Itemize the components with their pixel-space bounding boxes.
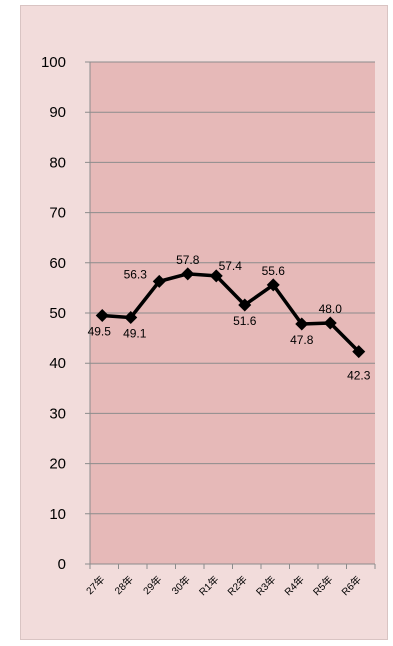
x-tick-label: R5年 [310, 573, 335, 598]
data-label: 51.6 [233, 314, 257, 328]
x-tick-label: R6年 [339, 573, 364, 598]
data-point-marker [323, 316, 337, 330]
data-point-marker [152, 274, 166, 288]
data-point-marker [266, 278, 280, 292]
y-tick-label: 60 [49, 255, 66, 272]
y-tick-label: 50 [49, 305, 66, 322]
data-label: 47.8 [290, 333, 314, 347]
data-label: 42.3 [347, 369, 371, 383]
x-tick-label: 27年 [83, 573, 107, 597]
data-markers [95, 267, 366, 359]
y-tick-label: 40 [49, 355, 66, 372]
data-label: 49.1 [123, 327, 147, 341]
x-tick-label: R2年 [225, 573, 250, 598]
data-point-marker [124, 311, 138, 325]
y-tick-label: 10 [49, 506, 66, 523]
data-point-marker [95, 309, 109, 323]
y-tick-label: 20 [49, 456, 66, 473]
data-point-marker [352, 345, 366, 359]
x-tick-label: R4年 [282, 573, 307, 598]
y-tick-label: 90 [49, 104, 66, 121]
x-tick-label: 30年 [169, 573, 193, 597]
y-tick-label: 0 [58, 556, 66, 573]
y-axis-ticks: 0 10 20 30 40 50 60 70 80 90 100 [41, 54, 66, 573]
data-point-marker [295, 317, 309, 331]
x-axis-ticks: 27年 28年 29年 30年 R1年 R2年 R3年 R4年 R5年 R6年 [83, 573, 364, 598]
data-point-marker [209, 269, 223, 283]
y-tick-label: 100 [41, 54, 66, 71]
data-label: 49.5 [88, 325, 112, 339]
data-label: 55.6 [262, 264, 286, 278]
x-tick-label: 28年 [112, 573, 136, 597]
data-label: 56.3 [124, 267, 148, 281]
y-tick-label: 70 [49, 205, 66, 222]
data-labels: 49.5 49.1 56.3 57.8 57.4 51.6 55.6 47.8 48.0 42.3 [88, 253, 371, 383]
x-tick-label: R1年 [196, 573, 221, 598]
data-point-marker [181, 267, 195, 281]
x-tick-label: 29年 [140, 573, 164, 597]
data-label: 57.4 [219, 259, 243, 273]
y-tick-label: 30 [49, 405, 66, 422]
y-tick-label: 80 [49, 154, 66, 171]
data-point-marker [238, 298, 252, 312]
x-tick-label: R3年 [253, 573, 278, 598]
series-line [102, 272, 360, 353]
data-label: 57.8 [176, 253, 200, 267]
data-label: 48.0 [319, 302, 343, 316]
